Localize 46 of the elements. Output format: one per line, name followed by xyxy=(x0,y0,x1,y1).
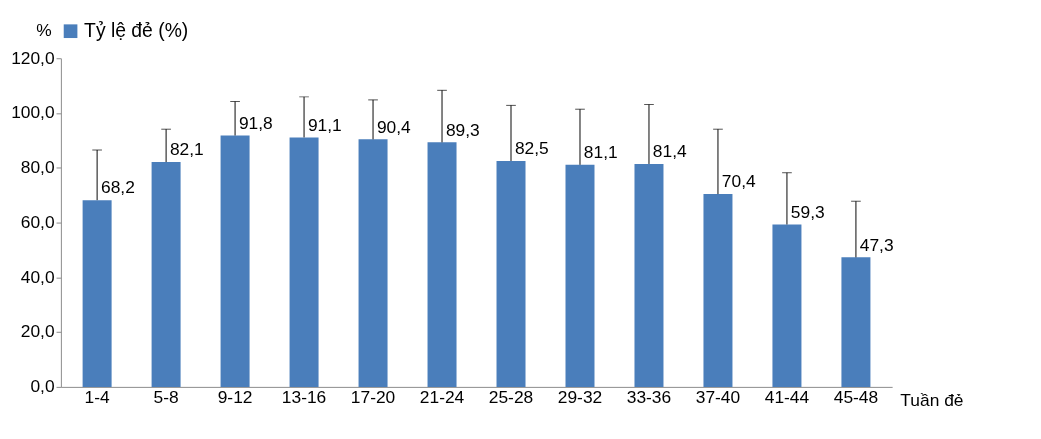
bar xyxy=(427,142,457,387)
data-label: 91,1 xyxy=(307,114,342,135)
x-tick-label: 21-24 xyxy=(419,386,465,407)
bar xyxy=(82,200,112,387)
data-label: 82,5 xyxy=(514,138,549,159)
x-tick-label: 17-20 xyxy=(350,386,396,407)
data-label: 47,3 xyxy=(859,234,894,255)
bar xyxy=(151,162,181,387)
data-label: 91,8 xyxy=(238,112,273,133)
x-axis-title: Tuần đẻ xyxy=(900,389,964,410)
legend-label: Tỷ lệ đẻ (%) xyxy=(84,20,189,41)
x-tick-label: 41-44 xyxy=(764,386,810,407)
data-label: 89,3 xyxy=(445,119,480,140)
data-label: 68,2 xyxy=(100,177,135,198)
data-label: 90,4 xyxy=(376,116,412,137)
y-tick-label: 60,0 xyxy=(20,211,55,232)
y-tick-label: 100,0 xyxy=(11,102,55,123)
y-tick-label: 40,0 xyxy=(20,266,55,287)
y-axis-title: % xyxy=(36,19,52,40)
data-label: 81,4 xyxy=(652,141,687,162)
data-label: 70,4 xyxy=(721,171,756,192)
bar xyxy=(634,163,664,387)
bar xyxy=(772,224,802,387)
x-tick-label: 9-12 xyxy=(217,386,253,407)
x-tick-label: 33-36 xyxy=(626,386,672,407)
data-label: 59,3 xyxy=(790,201,825,222)
bar xyxy=(496,160,526,387)
bar xyxy=(358,139,388,387)
x-tick-label: 37-40 xyxy=(695,386,741,407)
bar xyxy=(565,164,595,387)
y-tick-label: 20,0 xyxy=(20,321,55,342)
x-tick-label: 45-48 xyxy=(833,386,879,407)
x-tick-label: 29-32 xyxy=(557,386,603,407)
y-tick-label: 0,0 xyxy=(30,376,55,397)
x-tick-label: 13-16 xyxy=(281,386,327,407)
y-tick-label: 120,0 xyxy=(11,47,55,68)
y-tick-label: 80,0 xyxy=(20,157,55,178)
x-tick-label: 1-4 xyxy=(84,386,110,407)
bar xyxy=(289,137,319,387)
bar xyxy=(220,135,250,387)
data-label: 82,1 xyxy=(169,139,204,160)
x-tick-label: 5-8 xyxy=(153,386,179,407)
bar xyxy=(841,257,871,387)
x-tick-label: 25-28 xyxy=(488,386,534,407)
bar xyxy=(703,194,733,387)
data-label: 81,1 xyxy=(583,142,618,163)
